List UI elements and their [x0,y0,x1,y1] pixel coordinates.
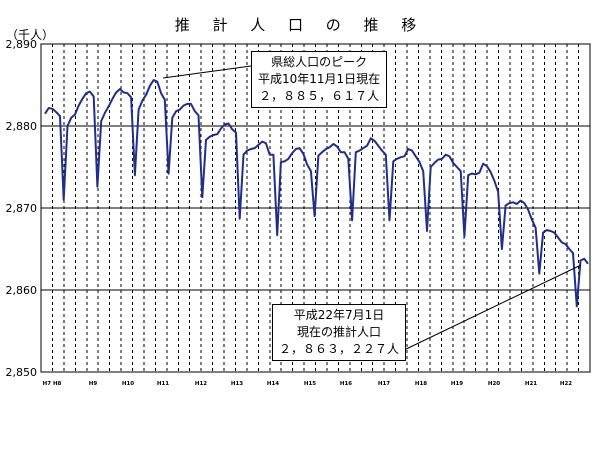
x-tick-label: H19 [451,381,463,387]
x-tick-label: H16 [340,381,352,387]
y-tick-label: 2,890 [6,38,38,51]
y-tick-label: 2,870 [6,202,38,215]
x-tick-label: H21 [525,381,537,387]
y-tick-label: 2,850 [6,366,38,379]
peak-annotation: 県総人口のピーク 平成10年11月1日現在 ２，８８５，６１７人 [251,51,388,108]
plot-border [40,43,591,373]
current-leader-line [399,264,582,353]
x-tick-label: H18 [415,381,427,387]
x-tick-label: H11 [157,381,169,387]
peak-leader-line [162,65,252,79]
peak-annotation-line-3: ２，８８５，６１７人 [259,89,380,103]
x-tick-label: H20 [488,381,500,387]
x-tick-label: H7 H8 [43,381,62,387]
y-tick-label: 2,880 [6,120,38,133]
population-series-line [44,79,589,308]
x-tick-label: H22 [560,381,572,387]
x-tick-label: H9 [89,381,98,387]
current-annotation-line-3: ２，８６３，２２７人 [279,342,400,356]
x-tick-label: H15 [304,381,316,387]
current-annotation-line-1: 平成22年7月1日 [293,308,385,322]
current-annotation-line-2: 現在の推計人口 [297,325,382,339]
x-tick-label: H17 [378,381,390,387]
y-axis-unit-label: （千人） [6,28,55,42]
x-tick-label: H12 [195,381,207,387]
x-tick-label: H14 [267,381,279,387]
peak-annotation-line-1: 県総人口のピーク [271,55,368,69]
x-tick-label: H10 [122,381,134,387]
current-annotation: 平成22年7月1日 現在の推計人口 ２，８６３，２２７人 [272,304,407,361]
peak-annotation-line-2: 平成10年11月1日現在 [258,72,381,86]
x-tick-label: H13 [231,381,243,387]
y-tick-label: 2,860 [6,284,38,297]
chart-title: 推 計 人 口 の 推 移 [174,16,426,34]
